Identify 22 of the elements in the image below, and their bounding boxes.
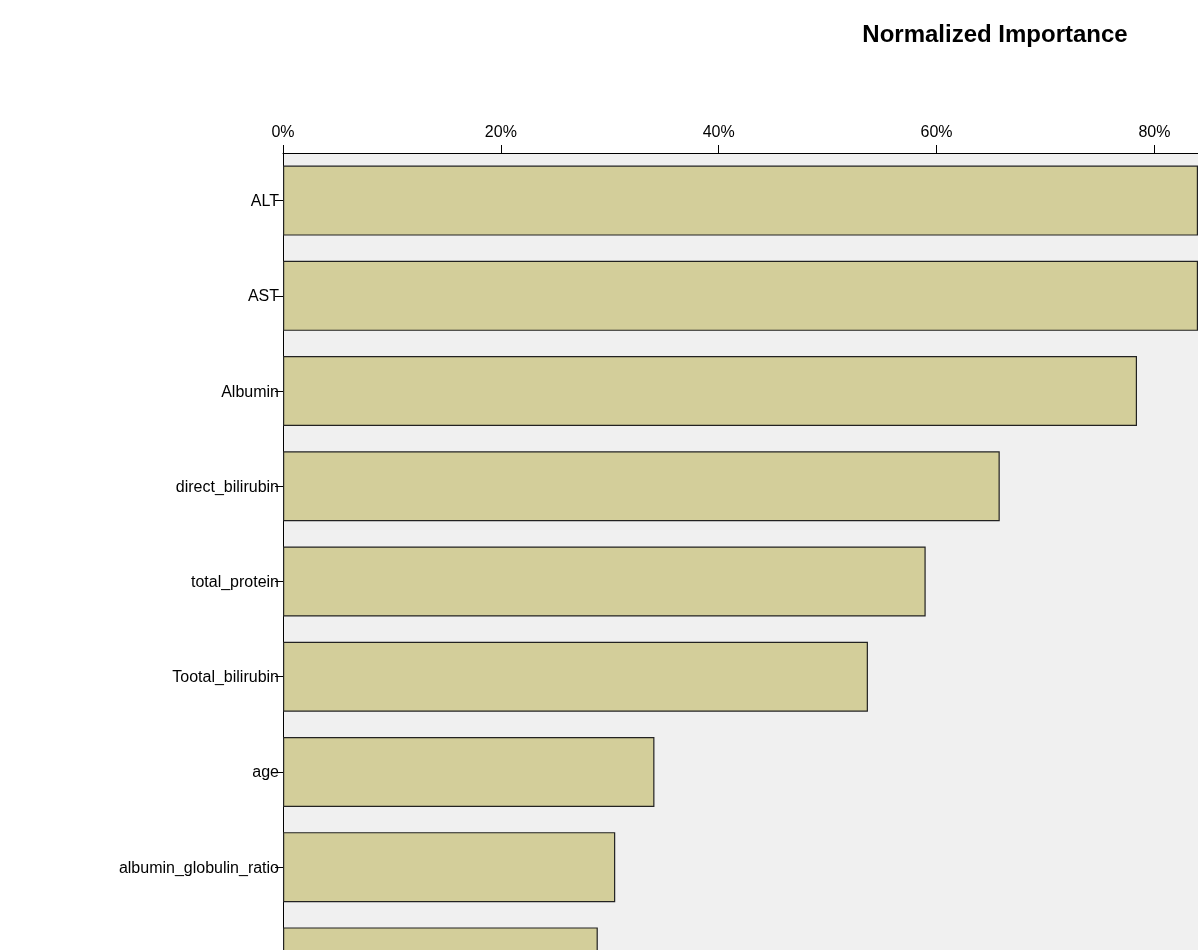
y-tick-label: age [252,763,280,781]
y-tick-label: Tootal_bilirubin [172,668,279,687]
x-tick-label: 0% [271,122,295,140]
bar [283,546,926,617]
bar [283,736,655,807]
y-tick-label: ALT [250,192,280,210]
bar [283,451,1000,522]
chart-title: Normalized Importance [862,19,1128,47]
y-tick-label: AST [247,287,280,305]
bar [283,165,1198,236]
y-tick-label: albumin_globulin_ratio [118,858,280,877]
bar [283,641,868,712]
bar [283,260,1198,331]
x-tick-label: 60% [920,122,953,140]
x-tick-label: 20% [484,122,517,140]
x-tick-label: 80% [1138,122,1171,140]
y-tick-label: Albumin [221,382,279,400]
x-tick-label: 40% [702,122,735,140]
bar [283,356,1137,427]
y-tick-label: total_protein [190,573,279,591]
bar [283,832,616,903]
y-tick-label: direct_bilirubin [175,477,279,496]
